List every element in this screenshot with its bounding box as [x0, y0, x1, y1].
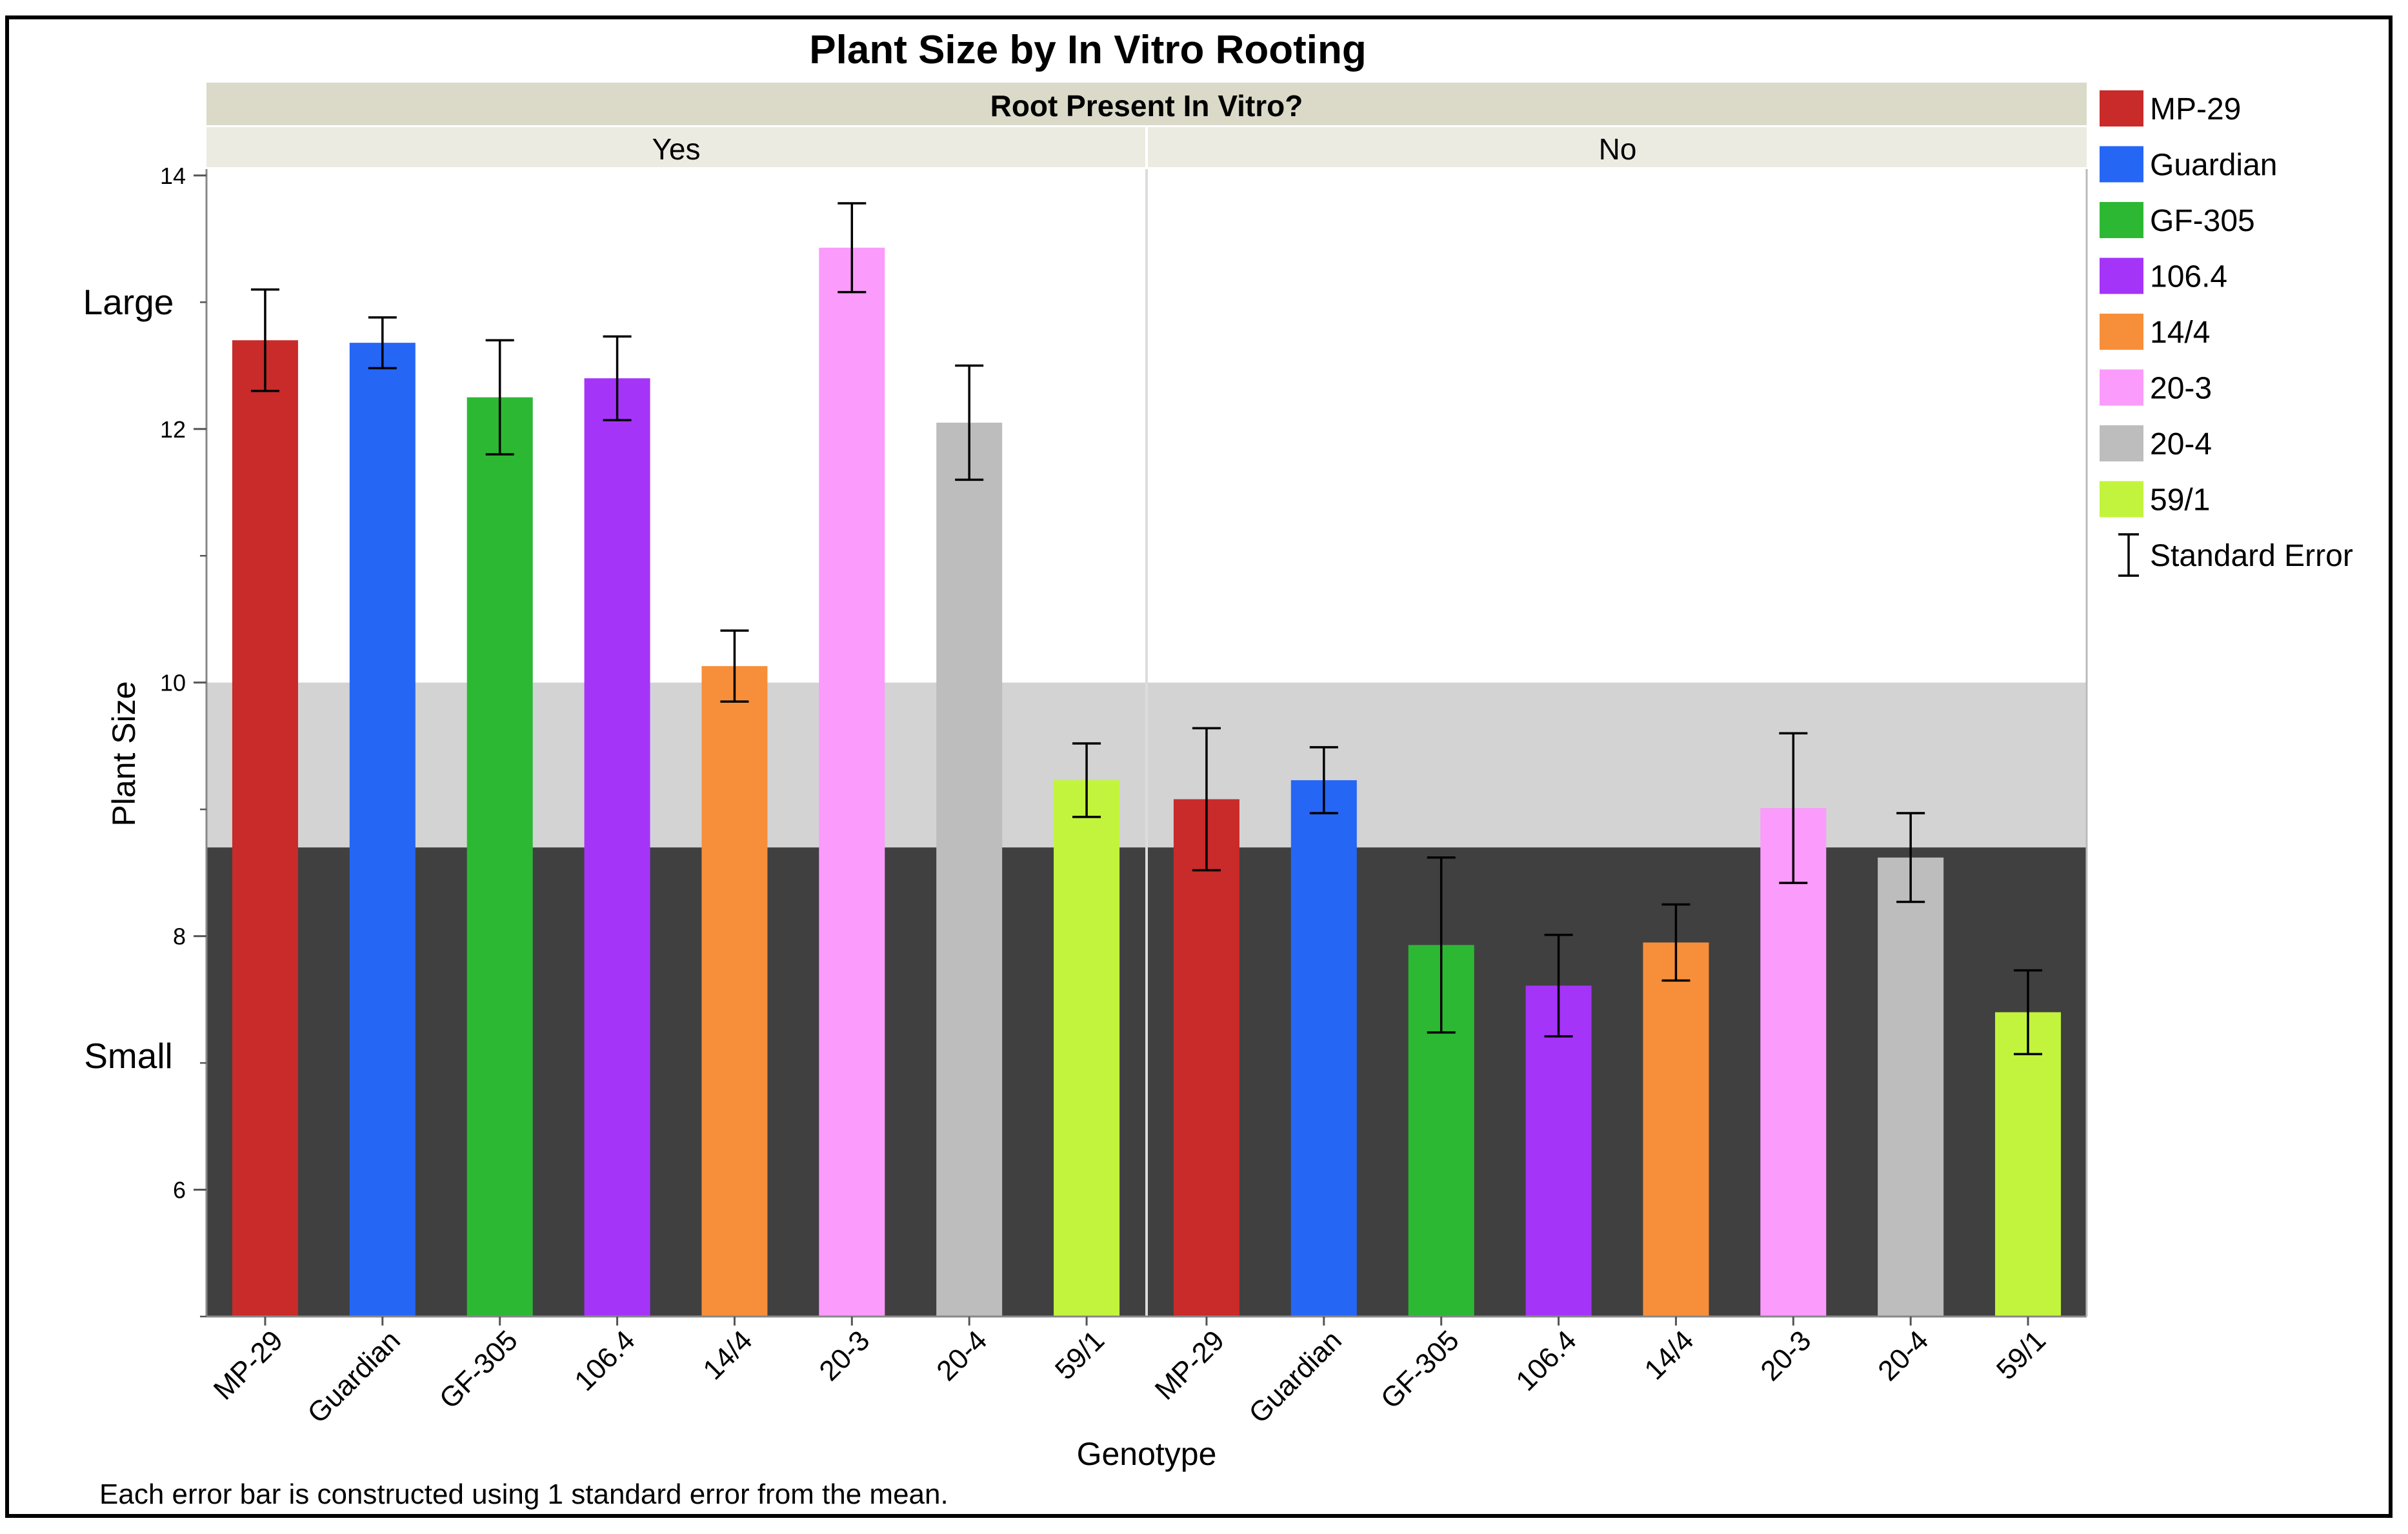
facet-label-no: No — [1599, 132, 1637, 166]
bar-yes-gf-305 — [467, 397, 533, 1317]
bar-yes-14-4 — [701, 666, 768, 1317]
legend: MP-29 Guardian GF-305 106.4 14/4 20-3 20-4 59/1… — [2100, 90, 2353, 577]
legend-label-59-1: 59/1 — [2150, 483, 2210, 518]
x-tick-label-yes-20-4: 20-4 — [930, 1324, 993, 1387]
bar-no-14-4 — [1643, 942, 1709, 1317]
footnote: Each error bar is constructed using 1 st… — [99, 1478, 948, 1510]
x-tick-label-no-20-3: 20-3 — [1754, 1324, 1817, 1387]
bar-no-20-4 — [1878, 857, 1944, 1317]
reference-band-yes-1 — [206, 682, 1145, 848]
x-tick-label-no-gf-305: GF-305 — [1375, 1324, 1465, 1415]
x-tick-label-yes-mp-29: MP-29 — [208, 1324, 289, 1406]
bar-no-59-1 — [1995, 1012, 2062, 1317]
legend-label-guardian: Guardian — [2150, 148, 2277, 183]
legend-swatch-20-4 — [2100, 425, 2143, 461]
x-tick-label-no-106-4: 106.4 — [1510, 1324, 1583, 1397]
reference-band-no-1 — [1148, 682, 2087, 848]
x-tick-label-yes-106-4: 106.4 — [568, 1324, 641, 1397]
chart-title: Plant Size by In Vitro Rooting — [809, 28, 1366, 72]
bar-no-mp-29 — [1173, 799, 1239, 1317]
chart-frame: Plant Size by In Vitro Rooting Root Pres… — [5, 15, 2393, 1518]
y-tick-label-10: 10 — [160, 670, 186, 696]
annotation-large: Large — [83, 282, 174, 322]
y-tick-label-6: 6 — [173, 1177, 186, 1204]
x-tick-label-no-20-4: 20-4 — [1872, 1324, 1934, 1387]
panel-divider — [1145, 169, 1148, 1317]
reference-band-yes-0 — [206, 847, 1145, 1317]
x-tick-label-no-59-1: 59/1 — [1991, 1324, 2052, 1386]
legend-swatch-59-1 — [2100, 481, 2143, 518]
x-tick-label-yes-20-3: 20-3 — [813, 1324, 876, 1387]
x-ticks: MP-29 Guardian GF-305 106.4 14/4 20-3 20-4 59/1… — [208, 1317, 2052, 1429]
facet-label-yes: Yes — [652, 132, 700, 166]
legend-swatch-14-4 — [2100, 314, 2143, 350]
bar-yes-20-4 — [936, 422, 1003, 1317]
legend-label-106-4: 106.4 — [2150, 260, 2227, 294]
legend-label-14-4: 14/4 — [2150, 316, 2210, 350]
x-tick-label-yes-59-1: 59/1 — [1049, 1324, 1110, 1386]
y-tick-label-14: 14 — [160, 163, 186, 189]
y-axis-label: Plant Size — [106, 681, 142, 826]
x-tick-label-yes-gf-305: GF-305 — [434, 1324, 524, 1415]
legend-swatch-guardian — [2100, 146, 2143, 183]
y-tick-label-12: 12 — [160, 416, 186, 443]
y-tick-label-8: 8 — [173, 923, 186, 950]
bar-no-106-4 — [1525, 985, 1592, 1317]
legend-label-20-4: 20-4 — [2150, 427, 2212, 461]
bar-yes-mp-29 — [232, 340, 298, 1317]
y-ticks: 6 8 10 12 14 — [160, 163, 206, 1318]
bar-yes-20-3 — [819, 247, 885, 1317]
x-tick-label-no-guardian: Guardian — [1243, 1324, 1348, 1429]
facet-no-header — [1148, 127, 2087, 167]
bar-no-20-3 — [1760, 808, 1827, 1317]
x-tick-label-no-14-4: 14/4 — [1638, 1324, 1700, 1386]
x-axis-label: Genotype — [1077, 1436, 1217, 1472]
x-tick-label-yes-14-4: 14/4 — [697, 1324, 758, 1386]
legend-label-standard-error: Standard Error — [2150, 539, 2353, 573]
legend-swatch-106-4 — [2100, 257, 2143, 294]
legend-label-gf-305: GF-305 — [2150, 204, 2255, 238]
legend-label-mp-29: MP-29 — [2150, 92, 2241, 126]
legend-swatch-mp-29 — [2100, 90, 2143, 126]
legend-swatch-20-3 — [2100, 369, 2143, 406]
bar-yes-59-1 — [1054, 780, 1120, 1317]
reference-band-no-0 — [1148, 847, 2087, 1317]
x-tick-label-no-mp-29: MP-29 — [1149, 1324, 1230, 1406]
facet-title: Root Present In Vitro? — [990, 89, 1303, 123]
error-bars — [250, 202, 2043, 1056]
legend-label-20-3: 20-3 — [2150, 372, 2212, 406]
facet-yes-header — [206, 127, 1145, 167]
axes — [205, 169, 2088, 1318]
bar-no-guardian — [1290, 780, 1357, 1317]
bar-yes-106-4 — [584, 378, 650, 1317]
annotation-small: Small — [84, 1036, 173, 1076]
facet-header — [206, 83, 2087, 125]
chart-svg: Plant Size by In Vitro Rooting Root Pres… — [83, 28, 2353, 1510]
bars — [232, 247, 2062, 1317]
legend-swatch-gf-305 — [2100, 202, 2143, 238]
x-tick-label-yes-guardian: Guardian — [301, 1324, 406, 1429]
bar-yes-guardian — [349, 343, 416, 1317]
